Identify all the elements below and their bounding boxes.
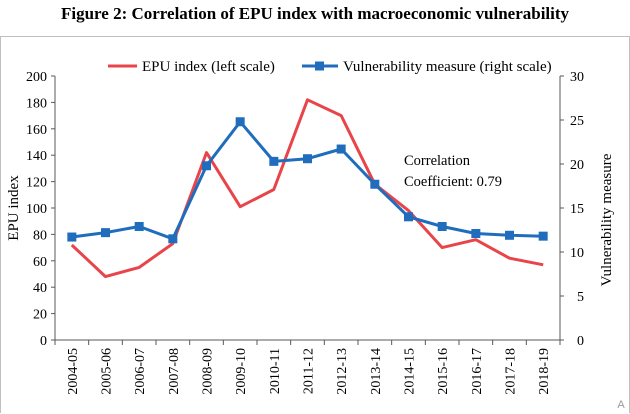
data-point-marker [269, 156, 279, 166]
y-right-tick-label: 0 [577, 334, 584, 349]
y-left-tick-label: 120 [26, 176, 47, 191]
y-left-tick-label: 100 [26, 202, 47, 217]
correlation-annotation: Correlation Coefficient: 0.79 [404, 153, 502, 190]
data-point-marker [370, 179, 380, 189]
y-right-tick-label: 5 [577, 290, 584, 305]
data-point-marker [471, 229, 481, 239]
legend-marker-vulnerability [315, 61, 324, 71]
chart-axes: 0 20 40 60 80 100 120 140 160 180 200 0 5 10 15 20 25 30 2… [6, 70, 615, 395]
x-tick-label: 2006-07 [133, 348, 148, 395]
y-left-tick-label: 0 [40, 334, 47, 349]
y-left-tick-label: 20 [33, 308, 47, 323]
annotation-line: Coefficient: 0.79 [404, 174, 502, 190]
x-tick-label: 2004-05 [66, 348, 81, 395]
data-point-marker [101, 228, 110, 238]
series-layer [67, 98, 548, 279]
data-point-marker [303, 154, 312, 164]
x-tick-label: 2008-09 [201, 348, 216, 395]
data-point-marker [336, 144, 346, 154]
figure-title: Figure 2: Correlation of EPU index with … [60, 4, 570, 23]
y-right-tick-label: 30 [570, 70, 584, 85]
data-point-marker [134, 221, 144, 231]
x-tick-label: 2017-18 [504, 348, 519, 395]
y-left-tick-label: 60 [33, 255, 47, 270]
y-left-tick-label: 200 [26, 70, 47, 85]
x-tick-label: 2012-13 [335, 348, 350, 395]
y-left-tick-label: 80 [33, 228, 47, 243]
watermark-letter: A [617, 399, 625, 411]
y-left-tick-label: 160 [26, 123, 47, 138]
x-tick-label: 2015-16 [436, 348, 451, 395]
legend-label-epu: EPU index (left scale) [142, 59, 275, 75]
y-right-tick-label: 15 [570, 202, 584, 217]
data-point-marker [505, 230, 514, 240]
data-point-marker [404, 212, 413, 222]
series-line-1 [70, 98, 544, 279]
y-right-tick-label: 10 [570, 246, 584, 261]
x-tick-label: 2009-10 [234, 348, 249, 395]
y-right-tick-label: 20 [570, 158, 584, 173]
x-tick-label: 2013-14 [369, 348, 384, 395]
chart-legend: EPU index (left scale) Vulnerability meas… [108, 59, 552, 75]
x-tick-label: 2010-11 [268, 348, 283, 394]
x-tick-label: 2005-06 [100, 348, 115, 395]
y-left-tick-label: 40 [33, 281, 47, 296]
x-tick-label: 2016-17 [470, 348, 485, 395]
x-tick-label: 2011-12 [302, 348, 317, 394]
data-point-marker [67, 232, 77, 242]
x-tick-label: 2018-19 [537, 348, 552, 395]
y-left-tick-label: 140 [26, 149, 47, 164]
data-point-marker [168, 234, 178, 244]
annotation-line: Correlation [404, 153, 471, 169]
x-tick-label: 2014-15 [403, 348, 418, 395]
y-right-axis-title: Vulnerability measure [599, 153, 615, 286]
data-point-marker [437, 221, 447, 231]
data-point-marker [235, 117, 245, 127]
y-left-axis-title: EPU index [6, 175, 22, 241]
y-left-tick-label: 180 [26, 96, 47, 111]
legend-label-vulnerability: Vulnerability measure (right scale) [343, 59, 552, 75]
data-point-marker [538, 231, 548, 241]
x-tick-label: 2007-08 [167, 348, 182, 395]
y-right-tick-label: 25 [570, 114, 584, 129]
data-point-marker [202, 161, 211, 171]
